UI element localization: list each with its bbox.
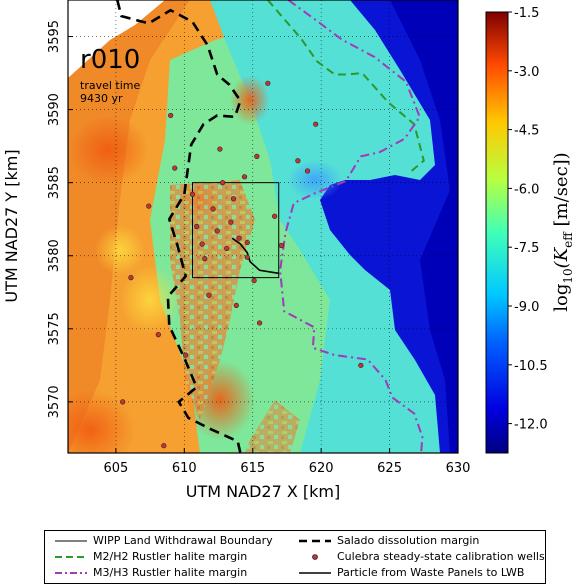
- well-marker: [228, 219, 234, 225]
- green-dashed-line-icon: [55, 555, 87, 558]
- legend-label-salado: Salado dissolution margin: [337, 534, 480, 547]
- well-marker: [358, 362, 364, 368]
- legend-label-wipp: WIPP Land Withdrawal Boundary: [93, 534, 273, 547]
- well-marker: [313, 121, 319, 127]
- well-marker: [217, 146, 223, 152]
- colorbar-ticks: -1.5 -3.0 -4.5 -6.0 -7.5 -9.0 -10.5 -12.0: [508, 6, 548, 433]
- y-tick-label: 3580: [47, 239, 62, 272]
- particle-line-icon: [299, 571, 331, 574]
- legend-item-m3h3: M3/H3 Rustler halite margin: [55, 566, 247, 579]
- legend: WIPP Land Withdrawal Boundary Salado dis…: [44, 530, 546, 584]
- well-marker: [194, 223, 200, 230]
- well-marker: [214, 228, 220, 234]
- dashed-line-icon: [299, 539, 331, 542]
- solid-line-icon: [55, 540, 87, 541]
- well-marker: [236, 235, 242, 241]
- well-marker: [304, 168, 311, 174]
- colorbar-tick-label: -4.5: [514, 124, 539, 139]
- colorbar-title: log10(Keff [m/sec]): [551, 152, 575, 311]
- well-marker: [189, 191, 196, 197]
- well-marker: [224, 245, 230, 252]
- colorbar-tick-label: -7.5: [514, 241, 539, 256]
- well-marker: [120, 399, 126, 405]
- well-marker: [233, 302, 239, 309]
- plot-frame: [67, 0, 459, 454]
- y-tick-label: 3570: [47, 385, 62, 418]
- well-marker: [254, 153, 260, 159]
- colorbar: [485, 11, 509, 454]
- well-marker: [206, 292, 212, 298]
- legend-label-m2h2: M2/H2 Rustler halite margin: [93, 550, 248, 563]
- well-marker: [256, 320, 263, 326]
- plot-grid: [68, 0, 458, 453]
- legend-label-m3h3: M3/H3 Rustler halite margin: [93, 566, 248, 579]
- y-tick-label: 3585: [47, 166, 62, 199]
- hydraulic-conductivity-map: 605 610 615 620 625 630 357035753580358535903…: [2, 0, 575, 501]
- well-marker: [161, 443, 167, 449]
- well-marker: [295, 158, 301, 164]
- y-tick-label: 3590: [47, 93, 62, 126]
- legend-label-wells: Culebra steady-state calibration wells: [337, 550, 545, 563]
- well-marker: [278, 242, 285, 249]
- legend-item-wipp: WIPP Land Withdrawal Boundary: [55, 534, 273, 547]
- legend-item-m2h2: M2/H2 Rustler halite margin: [55, 550, 247, 563]
- x-tick-label: 615: [240, 461, 265, 476]
- well-marker: [241, 174, 248, 180]
- legend-item-particle: Particle from Waste Panels to LWB: [299, 566, 524, 579]
- colorbar-tick-label: -9.0: [514, 300, 539, 315]
- y-tick-label: 3595: [47, 20, 62, 53]
- well-dot-icon: [312, 553, 318, 560]
- conductivity-field: [68, 0, 458, 453]
- well-marker: [244, 254, 250, 260]
- well-marker: [202, 256, 208, 262]
- purple-dashdot-line-icon: [55, 571, 87, 574]
- m3h3-rustler-halite-margin: [279, 0, 424, 453]
- well-marker: [265, 80, 271, 86]
- y-tick-label: 3575: [47, 312, 62, 345]
- colorbar-tick-label: -6.0: [514, 182, 539, 197]
- x-tick-label: 630: [446, 461, 471, 476]
- well-marker: [155, 332, 161, 338]
- well-marker: [272, 213, 278, 219]
- well-marker: [172, 165, 178, 171]
- legend-item-wells: Culebra steady-state calibration wells: [299, 550, 545, 563]
- well-marker: [230, 196, 237, 202]
- wipp-land-withdrawal-boundary: [192, 182, 280, 279]
- well-marker: [168, 112, 174, 119]
- x-axis-title: UTM NAD27 X [km]: [186, 482, 340, 501]
- well-marker: [199, 241, 205, 247]
- legend-label-particle: Particle from Waste Panels to LWB: [337, 566, 525, 579]
- salado-dissolution-margin: [116, 0, 242, 453]
- calibration-wells: [120, 80, 364, 449]
- well-marker: [210, 206, 216, 212]
- x-tick-label: 620: [309, 461, 334, 476]
- legend-item-salado: Salado dissolution margin: [299, 534, 479, 547]
- colorbar-tick-label: -1.5: [514, 6, 539, 21]
- well-marker: [146, 203, 152, 209]
- colorbar-tick-label: -10.5: [514, 359, 548, 374]
- x-tick-label: 610: [172, 461, 197, 476]
- x-tick-label: 605: [103, 461, 128, 476]
- m2h2-rustler-halite-margin: [267, 0, 425, 172]
- realization-label: r010: [80, 45, 140, 75]
- well-marker: [220, 180, 226, 186]
- travel-time-label: travel time: [80, 79, 140, 92]
- well-marker: [244, 239, 250, 246]
- well-marker: [183, 352, 189, 358]
- x-tick-label: 625: [377, 461, 402, 476]
- y-axis-ticks: 3570 3575 3580 3585 3590 3595: [47, 20, 73, 418]
- y-axis-title: UTM NAD27 Y [km]: [2, 149, 21, 302]
- colorbar-tick-label: -3.0: [514, 65, 539, 80]
- well-marker: [128, 275, 134, 281]
- travel-time-value: 9430 yr: [80, 92, 123, 105]
- well-marker: [251, 277, 257, 284]
- x-axis-ticks: 605 610 615 620 625 630: [103, 448, 470, 476]
- colorbar-tick-label: -12.0: [514, 418, 548, 433]
